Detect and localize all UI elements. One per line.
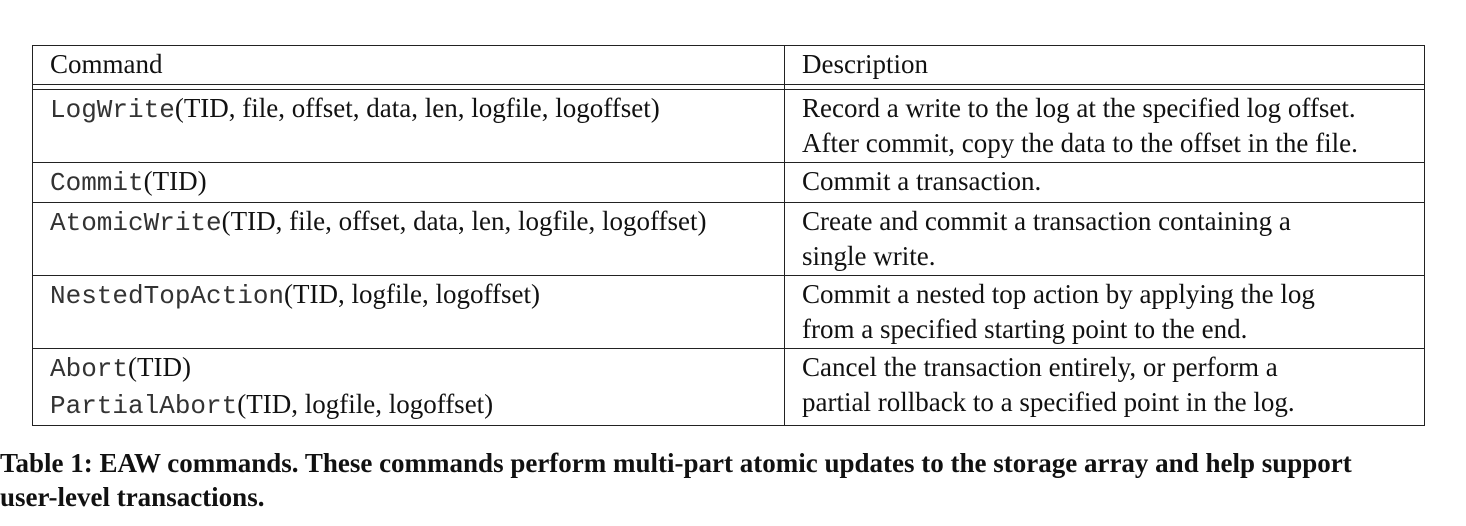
caption-line-1: Table 1: EAW commands. These commands pe… xyxy=(0,448,1352,478)
command-cell: NestedTopAction(TID, logfile, logoffset) xyxy=(32,275,785,349)
command-signature: Abort(TID) xyxy=(50,350,767,387)
description-line: Record a write to the log at the specifi… xyxy=(802,93,1356,123)
table-header-row: Command Description xyxy=(32,45,1425,85)
table-caption: Table 1: EAW commands. These commands pe… xyxy=(0,446,1466,514)
description-cell: Cancel the transaction entirely, or perf… xyxy=(784,348,1425,426)
description-cell: Record a write to the log at the specifi… xyxy=(784,89,1425,163)
command-cell: Commit(TID) xyxy=(32,162,785,203)
header-description: Description xyxy=(784,45,1425,85)
description-line: partial rollback to a specified point in… xyxy=(802,387,1295,417)
description-line: from a specified starting point to the e… xyxy=(802,314,1248,344)
table-row: Commit(TID) Commit a transaction. xyxy=(32,162,1425,203)
description-cell: Commit a transaction. xyxy=(784,162,1425,203)
command-name: PartialAbort xyxy=(50,391,238,421)
command-cell: LogWrite(TID, file, offset, data, len, l… xyxy=(32,89,785,163)
command-signature: Commit(TID) xyxy=(50,164,767,201)
description-line: Create and commit a transaction containi… xyxy=(802,206,1291,236)
command-signature: LogWrite(TID, file, offset, data, len, l… xyxy=(50,91,767,128)
command-args: (TID, file, offset, data, len, logfile, … xyxy=(174,93,660,123)
command-signature: AtomicWrite(TID, file, offset, data, len… xyxy=(50,204,767,241)
command-name: LogWrite xyxy=(50,95,175,125)
description-line: Cancel the transaction entirely, or perf… xyxy=(802,352,1278,382)
command-name: AtomicWrite xyxy=(50,208,222,238)
command-signature: NestedTopAction(TID, logfile, logoffset) xyxy=(50,277,767,314)
command-args: (TID) xyxy=(143,166,207,196)
description-line: After commit, copy the data to the offse… xyxy=(802,128,1358,158)
description-line: single write. xyxy=(802,241,936,271)
command-args: (TID) xyxy=(128,352,191,382)
command-name: Commit xyxy=(50,168,144,198)
header-command: Command xyxy=(32,45,785,85)
table-row: LogWrite(TID, file, offset, data, len, l… xyxy=(32,89,1425,163)
table-body: LogWrite(TID, file, offset, data, len, l… xyxy=(32,84,1425,426)
command-args: (TID, logfile, logoffset) xyxy=(237,389,494,419)
table-row: NestedTopAction(TID, logfile, logoffset)… xyxy=(32,275,1425,349)
description-cell: Create and commit a transaction containi… xyxy=(784,202,1425,276)
table-row: AtomicWrite(TID, file, offset, data, len… xyxy=(32,202,1425,276)
caption-line-2: user-level transactions. xyxy=(0,482,265,512)
description-cell: Commit a nested top action by applying t… xyxy=(784,275,1425,349)
command-name: NestedTopAction xyxy=(50,281,285,311)
description-line: Commit a nested top action by applying t… xyxy=(802,279,1315,309)
command-signature: PartialAbort(TID, logfile, logoffset) xyxy=(50,387,767,424)
eaw-commands-table: Command Description LogWrite(TID, file, … xyxy=(32,45,1425,426)
command-cell: Abort(TID) PartialAbort(TID, logfile, log… xyxy=(32,348,785,426)
description-line: Commit a transaction. xyxy=(802,166,1042,196)
command-args: (TID, file, offset, data, len, logfile, … xyxy=(221,206,707,236)
command-name: Abort xyxy=(50,354,129,384)
command-args: (TID, logfile, logoffset) xyxy=(284,279,540,309)
command-cell: AtomicWrite(TID, file, offset, data, len… xyxy=(32,202,785,276)
table-row: Abort(TID) PartialAbort(TID, logfile, log… xyxy=(32,348,1425,426)
